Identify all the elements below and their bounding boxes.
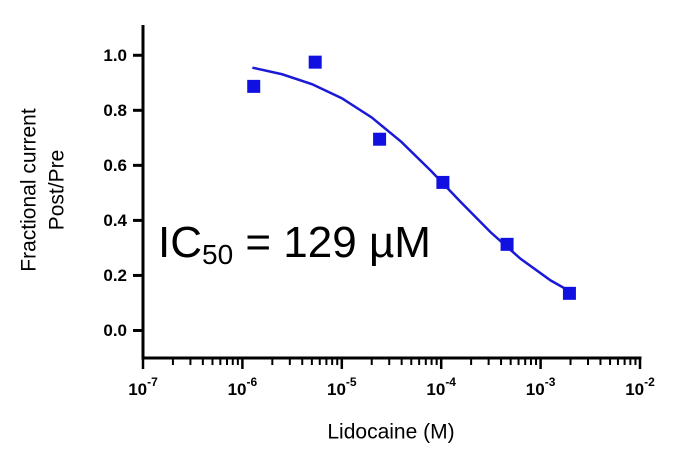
x-tick-base: 10 — [526, 380, 545, 399]
data-point — [373, 132, 387, 146]
x-tick-label: 10-4 — [426, 375, 456, 399]
y-tick-label: 0.4 — [103, 211, 127, 230]
data-point — [500, 237, 514, 251]
x-axis-title: Lidocaine (M) — [327, 421, 454, 444]
annotation-text: = 129 µM — [233, 218, 431, 267]
x-tick-label: 10-3 — [526, 375, 556, 399]
x-tick-base: 10 — [625, 380, 644, 399]
x-tick-exp: -6 — [247, 375, 258, 389]
y-tick-label: 0.0 — [103, 321, 127, 340]
annotation-sub: 50 — [202, 239, 233, 270]
x-tick-label: 10-2 — [625, 375, 655, 399]
x-tick-base: 10 — [426, 380, 445, 399]
x-tick-exp: -5 — [346, 375, 357, 389]
x-tick-label: 10-7 — [128, 375, 158, 399]
y-axis-title-line: Post/Pre — [46, 150, 69, 231]
x-tick-exp: -3 — [545, 375, 556, 389]
y-axis-title: Fractional current Post/Pre — [18, 108, 69, 272]
x-tick-exp: -2 — [644, 375, 655, 389]
y-tick-label: 1.0 — [103, 46, 127, 65]
fit-curve — [252, 66, 572, 293]
annotation: IC50 = 129 µM — [158, 218, 431, 271]
annotation-text: IC — [158, 218, 202, 267]
x-tick-base: 10 — [327, 380, 346, 399]
x-tick-exp: -4 — [445, 375, 456, 389]
x-tick-label: 10-5 — [327, 375, 357, 399]
x-tick-label: 10-6 — [228, 375, 258, 399]
y-tick-label: 0.2 — [103, 266, 127, 285]
data-point — [308, 55, 322, 69]
data-point — [247, 79, 261, 93]
y-axis-title-line: Fractional current — [18, 108, 41, 272]
data-point — [562, 286, 576, 300]
y-tick-label: 0.8 — [103, 101, 127, 120]
x-tick-base: 10 — [128, 380, 147, 399]
x-tick-exp: -7 — [147, 375, 158, 389]
y-tick-label: 0.6 — [103, 156, 127, 175]
data-point — [436, 175, 450, 189]
x-tick-base: 10 — [228, 380, 247, 399]
